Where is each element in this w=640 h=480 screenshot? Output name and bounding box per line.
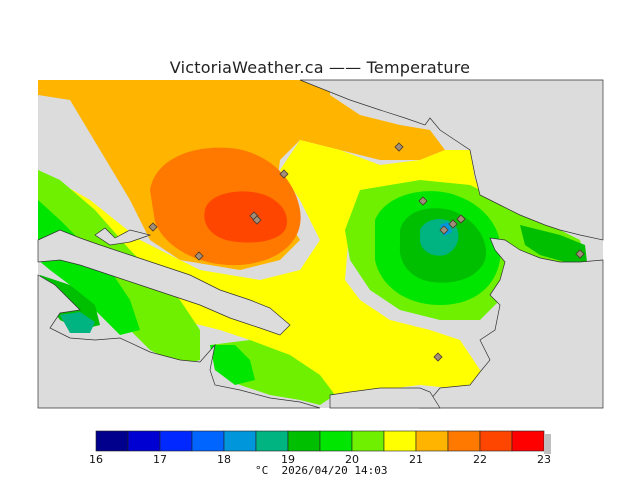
legend-swatch	[223, 430, 257, 452]
legend-tick-label: 21	[409, 453, 423, 466]
station-marker	[448, 219, 458, 229]
contour-band-19-peninsula	[520, 225, 587, 262]
legend-swatch	[287, 430, 321, 452]
legend-tick-label: 18	[217, 453, 231, 466]
station-marker	[575, 249, 585, 259]
contour-band-22-23	[204, 191, 287, 243]
legend-tick-label: 19	[281, 453, 295, 466]
water-southwest	[37, 274, 321, 409]
station-marker	[252, 215, 262, 225]
map-title: VictoriaWeather.ca —— Temperature	[169, 58, 471, 77]
legend-tick-label: 17	[153, 453, 167, 466]
legend-swatch	[95, 430, 129, 452]
legend-swatch	[383, 430, 417, 452]
water-south-strait	[329, 387, 441, 409]
water-west-inlet	[37, 229, 291, 336]
legend-swatch	[415, 430, 449, 452]
contour-band-19-south	[210, 345, 255, 385]
station-marker	[433, 352, 443, 362]
temperature-contours	[38, 80, 587, 405]
legend-datetime: 2026/04/20 14:03	[281, 464, 388, 477]
water-inlet-middle	[94, 227, 152, 246]
contour-band-18-west	[60, 312, 95, 333]
legend-tick-label: 16	[89, 453, 103, 466]
legend-swatch	[191, 430, 225, 452]
legend-footer: °C 2026/04/20 14:03	[255, 464, 387, 477]
legend-swatch	[351, 430, 385, 452]
legend-swatch	[159, 430, 193, 452]
legend-tick-label: 20	[345, 453, 359, 466]
legend-tick-label: 23	[537, 453, 551, 466]
temperature-legend-bar	[95, 430, 551, 454]
station-marker	[194, 251, 204, 261]
station-marker	[418, 196, 428, 206]
station-marker	[456, 214, 466, 224]
legend-unit: °C	[255, 464, 269, 477]
legend-swatch	[479, 430, 513, 452]
legend-swatch	[319, 430, 353, 452]
water-areas	[37, 79, 604, 409]
legend-swatch	[127, 430, 161, 452]
station-marker	[148, 222, 158, 232]
legend-swatch	[511, 430, 545, 452]
station-marker	[394, 142, 404, 152]
contour-band-20-21	[38, 140, 500, 395]
water-north-strait	[299, 79, 604, 241]
legend-swatch	[255, 430, 289, 452]
legend-shadow	[544, 434, 551, 454]
legend-tick-label: 22	[473, 453, 487, 466]
water-east-channel	[419, 237, 604, 409]
station-marker	[439, 225, 449, 235]
station-marker	[279, 169, 289, 179]
legend-swatch	[447, 430, 481, 452]
weather-stations	[148, 142, 585, 362]
